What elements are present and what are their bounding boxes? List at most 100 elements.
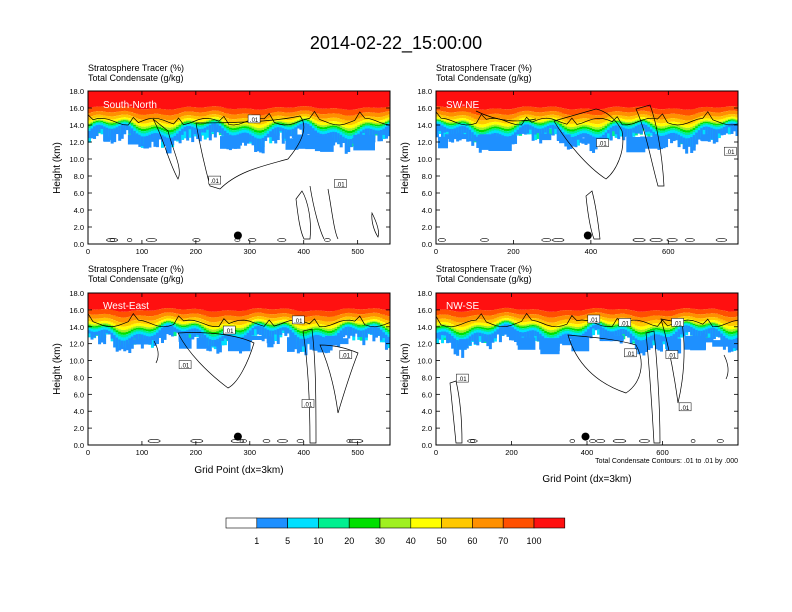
tracer-cell xyxy=(531,293,535,310)
tracer-cell xyxy=(609,309,613,315)
tracer-cell xyxy=(463,126,467,133)
tracer-cell xyxy=(198,326,202,330)
tracer-cell xyxy=(503,119,507,124)
tracer-cell xyxy=(233,310,237,317)
tracer-cell xyxy=(103,323,107,325)
tracer-cell xyxy=(173,123,177,127)
tracer-cell xyxy=(357,325,361,327)
tracer-cell xyxy=(349,308,353,314)
tracer-cell xyxy=(135,91,139,109)
tracer-cell xyxy=(181,121,185,124)
contour-line xyxy=(666,238,678,242)
tracer-cell xyxy=(281,313,285,317)
tracer-cell xyxy=(186,293,190,310)
tracer-cell xyxy=(614,309,618,315)
tracer-cell xyxy=(178,120,182,124)
tracer-cell xyxy=(526,119,530,121)
tracer-cell xyxy=(687,316,691,319)
tracer-cell xyxy=(284,122,288,124)
tracer-cell xyxy=(249,323,253,326)
tracer-cell xyxy=(652,123,656,126)
tracer-cell xyxy=(88,325,92,327)
tracer-cell xyxy=(98,124,102,133)
tracer-cell xyxy=(286,328,290,334)
tracer-cell xyxy=(544,122,548,124)
tracer-cell xyxy=(211,326,215,330)
tracer-cell xyxy=(466,311,470,317)
tracer-cell xyxy=(579,328,583,331)
tracer-cell xyxy=(566,109,570,115)
tracer-cell xyxy=(546,106,550,112)
tracer-cell xyxy=(639,114,643,118)
tracer-cell xyxy=(387,324,391,328)
tracer-cell xyxy=(281,308,285,314)
tracer-cell xyxy=(387,310,391,317)
tracer-cell xyxy=(436,325,440,327)
tracer-cell xyxy=(382,119,386,122)
tracer-cell xyxy=(514,121,518,125)
tracer-cell xyxy=(438,106,442,111)
tracer-cell xyxy=(246,133,250,144)
tracer-cell xyxy=(571,293,575,311)
tracer-cell xyxy=(324,325,328,329)
tracer-cell xyxy=(446,123,450,125)
tracer-cell xyxy=(322,125,326,128)
tracer-cell xyxy=(384,107,388,112)
tracer-cell xyxy=(534,293,538,310)
contour-label: .01 xyxy=(342,354,351,360)
tracer-cell xyxy=(594,124,598,128)
tracer-cell xyxy=(213,339,217,347)
tracer-cell xyxy=(498,321,502,323)
tracer-cell xyxy=(173,126,177,129)
tracer-cell xyxy=(349,109,353,116)
tracer-cell xyxy=(259,319,263,321)
tracer-cell xyxy=(372,308,376,313)
tracer-cell xyxy=(369,322,373,324)
tracer-cell xyxy=(503,123,507,127)
tracer-cell xyxy=(387,114,391,118)
tracer-cell xyxy=(652,310,656,316)
tracer-cell xyxy=(135,122,139,125)
tracer-cell xyxy=(536,112,540,117)
tracer-cell xyxy=(113,128,117,143)
tracer-cell xyxy=(511,308,515,314)
tracer-cell xyxy=(115,337,119,352)
tracer-cell xyxy=(576,327,580,330)
tracer-cell xyxy=(662,135,666,149)
tracer-cell xyxy=(478,322,482,326)
tracer-cell xyxy=(672,113,676,119)
tracer-cell xyxy=(359,125,363,128)
tracer-cell xyxy=(354,133,358,137)
tracer-cell xyxy=(203,119,207,122)
tracer-cell xyxy=(675,108,679,114)
tracer-cell xyxy=(672,91,676,109)
tracer-cell xyxy=(155,113,159,119)
tracer-cell xyxy=(108,128,112,140)
tracer-cell xyxy=(667,329,671,332)
tracer-cell xyxy=(135,334,139,344)
tracer-cell xyxy=(299,293,303,312)
tracer-cell xyxy=(118,111,122,116)
tracer-cell xyxy=(534,127,538,135)
tracer-cell xyxy=(659,128,663,131)
tracer-cell xyxy=(670,310,674,317)
tracer-cell xyxy=(496,126,500,129)
tracer-cell xyxy=(206,321,210,326)
tracer-cell xyxy=(695,91,699,109)
tracer-cell xyxy=(589,125,593,129)
tracer-cell xyxy=(712,119,716,122)
tracer-cell xyxy=(291,91,295,108)
tracer-cell xyxy=(579,310,583,316)
plot-area: .01.01.010.02.04.06.08.010.012.014.016.0… xyxy=(69,87,391,256)
tracer-cell xyxy=(564,91,568,109)
tracer-cell xyxy=(186,318,190,322)
tracer-cell xyxy=(135,331,139,335)
tracer-cell xyxy=(311,107,315,113)
tracer-cell xyxy=(276,115,280,119)
tracer-cell xyxy=(662,119,666,124)
tracer-cell xyxy=(707,126,711,142)
tracer-cell xyxy=(133,315,137,321)
tracer-cell xyxy=(519,318,523,323)
tracer-cell xyxy=(228,310,232,316)
tracer-cell xyxy=(261,124,265,128)
